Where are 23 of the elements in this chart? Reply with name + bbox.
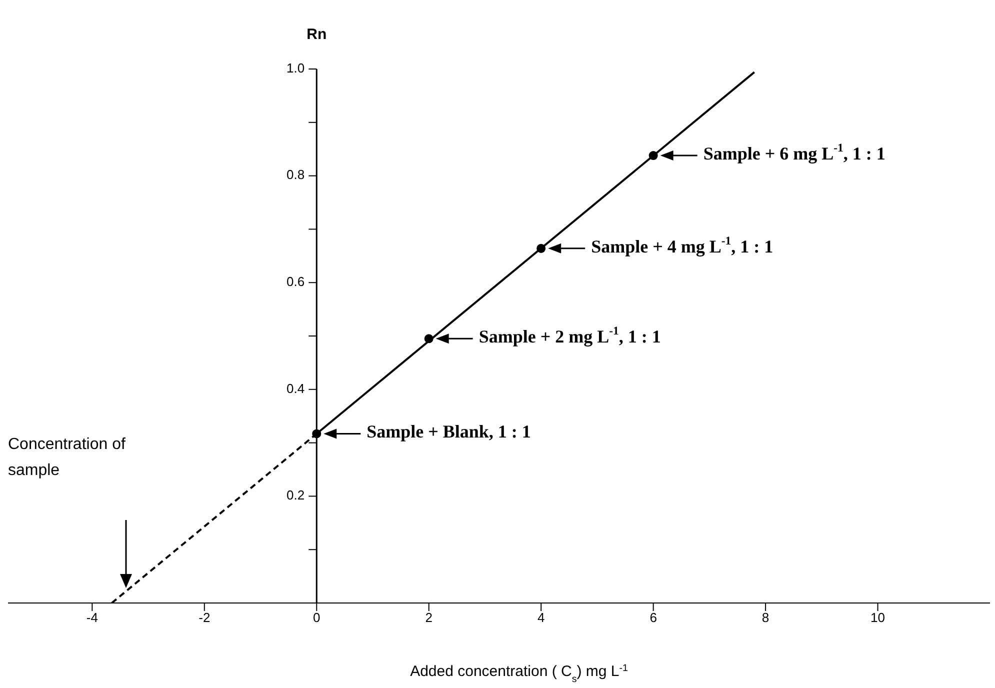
annotation: Sample + 6 mg L$^{-1}$, 1 : 1 [703, 142, 886, 164]
x-axis-title: Added concentration ( C$_{s}$) mg L$^{-1}$ [410, 662, 628, 684]
annotation: Sample + 4 mg L$^{-1}$, 1 : 1 [591, 234, 774, 257]
x-tick-label: 2 [425, 610, 432, 626]
annotation: Sample + Blank, 1 : 1 [366, 422, 531, 442]
annotation: Concentration of sample [8, 435, 126, 481]
y-tick-label: 0.4 [286, 380, 305, 396]
y-tick-label: 0.8 [286, 167, 305, 182]
y-tick-label: 0.6 [286, 274, 305, 290]
y-axis-title: Rn [306, 26, 327, 43]
point [536, 244, 546, 253]
point [648, 151, 658, 160]
point [424, 334, 434, 344]
x-tick-label: 6 [650, 610, 657, 626]
y-tick-label: 0.2 [286, 488, 305, 503]
x-tick-label: 10 [870, 610, 886, 626]
x-tick-label: 0 [313, 610, 320, 626]
y-tick-label: 1.0 [286, 60, 305, 76]
x-tick-label: -2 [198, 610, 210, 626]
x-tick-label: -4 [86, 610, 98, 626]
annotation: Sample + 2 mg L$^{-1}$, 1 : 1 [478, 324, 661, 347]
x-tick-label: 8 [762, 610, 770, 626]
x-tick-label: 4 [537, 610, 545, 626]
